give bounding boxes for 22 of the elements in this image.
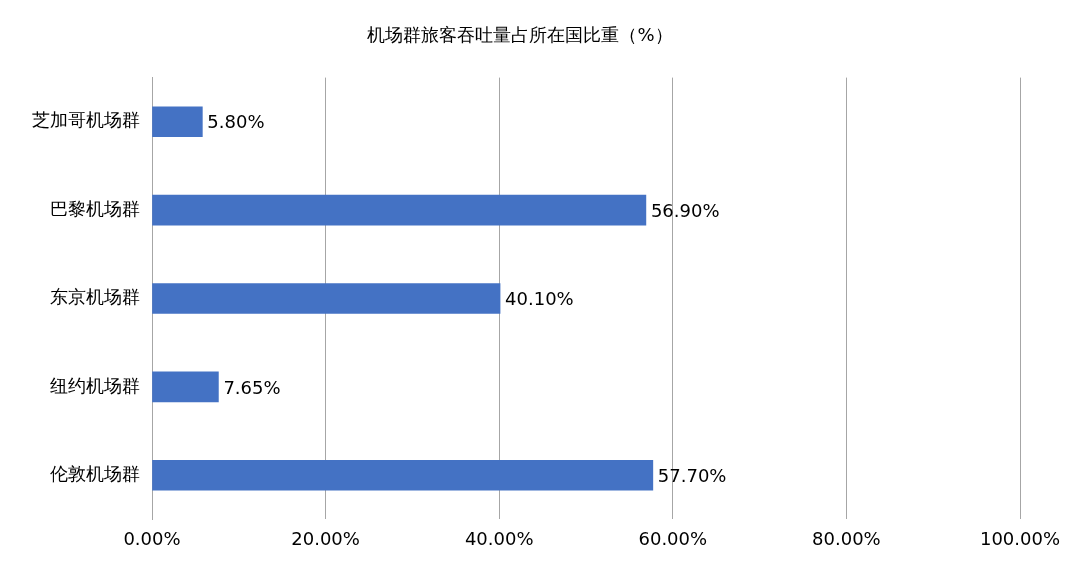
data-label: 5.80% [207, 111, 265, 133]
x-tick-label: 80.00% [812, 527, 881, 549]
x-tick-label: 40.00% [464, 527, 534, 549]
data-label: 56.90% [650, 199, 720, 221]
data-label: 7.65% [223, 376, 281, 398]
bar [152, 283, 501, 314]
bar [152, 459, 654, 491]
bar [152, 371, 219, 403]
data-label: 57.70% [657, 464, 727, 486]
x-tick-label: 60.00% [638, 527, 708, 549]
x-tick-label: 20.00% [291, 527, 360, 549]
y-tick-label: 东京机场群 [50, 286, 140, 308]
data-label: 40.10% [505, 288, 574, 310]
y-tick-label: 巴黎机场群 [50, 197, 140, 219]
y-tick-label: 伦敦机场群 [50, 462, 140, 484]
bar [152, 106, 203, 138]
x-tick-label: 0.00% [123, 527, 181, 549]
chart-title: 机场群旅客吞吐量占所在国比重（%） [367, 24, 673, 46]
y-tick-label: 纽约机场群 [50, 374, 140, 396]
bar [152, 194, 647, 226]
x-tick-label: 100.00% [979, 527, 1061, 549]
y-tick-label: 芝加哥机场群 [32, 109, 140, 131]
